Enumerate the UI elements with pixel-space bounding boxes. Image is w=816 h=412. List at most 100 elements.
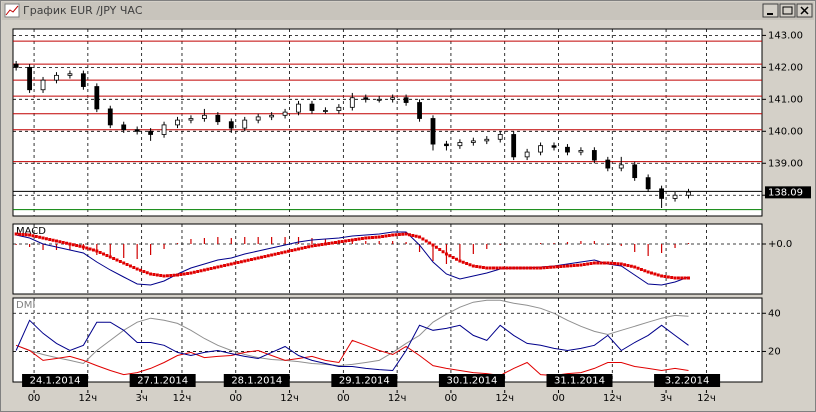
candle-body [228,121,234,129]
signal-dot-fill [266,254,270,258]
signal-dot [202,268,206,272]
y-tick-label: 140.00 [768,126,803,137]
candle-body [672,194,678,199]
signal-dot-fill [374,235,378,239]
signal-dot-fill [142,270,146,273]
signal-dot [525,266,529,270]
candle-body [403,97,409,103]
candle-body [511,134,517,158]
candle-body [524,151,530,158]
date-label-box [22,374,89,387]
signal-dot [135,267,139,271]
signal-dot [243,259,247,263]
signal-dot-fill [448,254,452,258]
price-tag [765,186,811,199]
signal-dot-fill [572,264,576,267]
signal-dot [539,266,543,270]
signal-dot-fill [340,240,344,243]
x-tick-label: 00 [229,393,242,404]
signal-dot-fill [569,264,573,268]
candle-body [484,138,490,142]
date-label: 31.1.2014 [554,376,605,387]
signal-dot [498,266,502,270]
signal-dot [431,243,435,247]
signal-dot [14,232,18,236]
candle-body [457,142,463,147]
signal-dot-fill [407,233,411,237]
date-label-box [223,374,290,387]
candle-body [161,124,167,135]
x-tick-label: 3ч [660,393,672,404]
panel: 20 40 DMI [12,297,781,383]
signal-dot [310,244,314,248]
signal-dot [256,256,260,260]
minimize-button[interactable] [762,3,779,18]
signal-dot-fill [653,272,657,276]
signal-dot [122,261,126,265]
signal-dot-fill [360,237,364,240]
candle-body [148,130,154,135]
signal-dot-fill [347,239,351,242]
signal-dot-fill [125,263,129,266]
window-title: График EUR /JPY ЧАС [23,4,143,17]
candle-body [376,98,382,101]
signal-dot [176,273,180,277]
signal-dot-fill [58,240,62,244]
signal-dot [162,274,166,278]
signal-dot-fill [465,262,469,265]
signal-dot-fill [613,262,617,265]
signal-dot-fill [139,268,143,272]
candle-body [54,74,59,81]
signal-dot [350,238,354,242]
signal-dot-fill [639,268,643,271]
candle-body [390,97,396,100]
signal-dot [149,272,153,276]
signal-dot-fill [381,235,385,238]
signal-dot-fill [397,233,401,236]
signal-dot-fill [562,264,566,268]
signal-dot-fill [522,266,526,270]
candle-body [188,118,194,121]
signal-dot-fill [387,234,391,237]
signal-dot [404,232,408,236]
candle-body [430,118,436,145]
signal-dot-fill [212,266,216,270]
signal-dot-fill [599,261,603,265]
signal-dot-fill [582,263,586,266]
candle-body [215,114,221,123]
candle-body [618,164,624,169]
signal-dot-fill [623,263,627,267]
y-tick-label: 143.00 [768,30,803,41]
signal-dot [216,265,220,269]
signal-dot-fill [528,266,532,270]
signal-dot-fill [38,235,42,239]
maximize-button[interactable] [779,3,796,18]
signal-dot [297,247,301,251]
y-tick-label: 142.00 [768,62,803,73]
signal-dot-fill [421,237,425,241]
signal-dot-fill [508,266,512,270]
close-button[interactable] [796,3,813,18]
signal-dot-fill [475,265,479,268]
signal-dot-fill [132,266,136,269]
signal-dot-fill [209,267,213,270]
signal-dot [270,253,274,257]
candle-body [578,150,584,153]
signal-dot-fill [502,266,506,270]
signal-dot-fill [401,232,405,236]
signal-dot-fill [249,258,253,261]
signal-dot-fill [515,266,519,270]
x-tick-label: 00 [337,393,350,404]
signal-dot-fill [589,262,593,265]
signal-dot-fill [186,272,190,275]
date-label: 24.1.2014 [30,376,81,387]
signal-dot-fill [75,244,79,247]
candle-body [444,143,449,147]
signal-dot-fill [290,249,294,252]
signal-dot [418,235,422,239]
signal-dot-fill [51,238,55,242]
series-line [15,231,689,286]
candle-body [497,134,503,140]
signal-dot-fill [354,238,358,241]
